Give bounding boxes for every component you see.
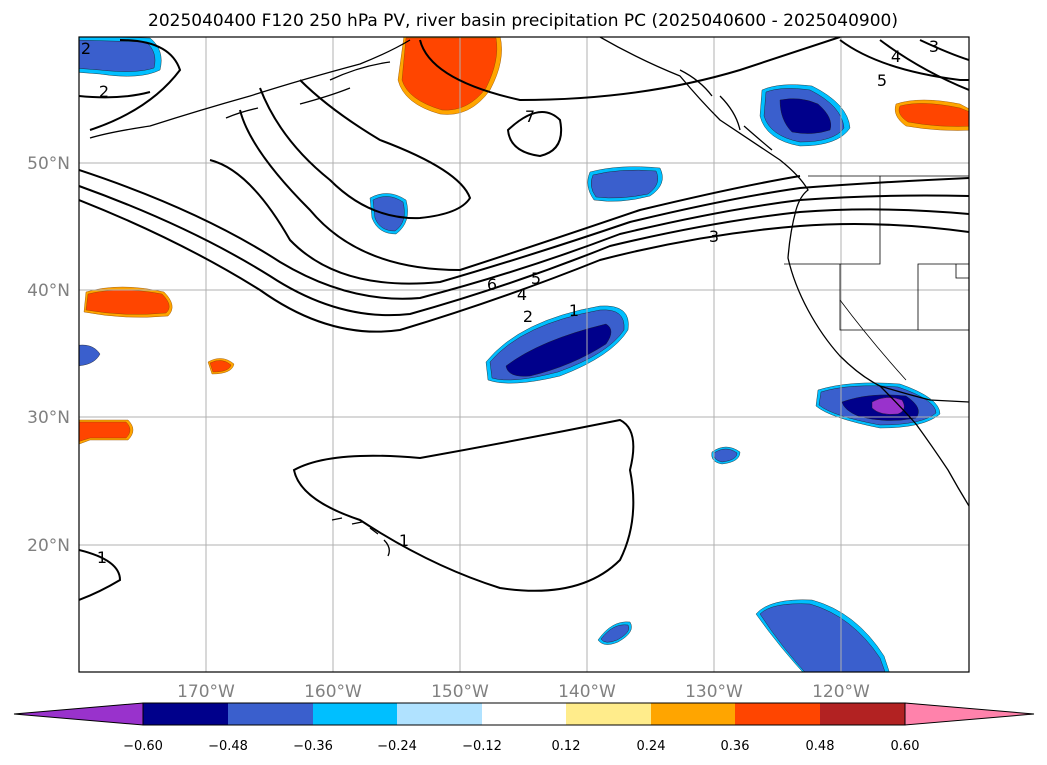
lon-label: 170°W bbox=[177, 682, 235, 702]
contour-label: 7 bbox=[525, 107, 535, 126]
colorbar-swatch bbox=[228, 703, 313, 725]
colorbar-outline bbox=[142, 702, 906, 726]
lon-label: 150°W bbox=[431, 682, 489, 702]
neg-precip-region bbox=[505, 323, 612, 377]
colorbar-ticks: −0.60 −0.48 −0.36 −0.24 −0.12 0.12 0.24 … bbox=[123, 739, 919, 754]
neg-precip-region bbox=[79, 344, 101, 366]
pv-contour-labels: 2 1 1 7 6 5 4 2 1 3 5 4 3 2 bbox=[81, 37, 939, 567]
colorbar-tick-label: 0.48 bbox=[806, 739, 835, 754]
contour-label: 1 bbox=[97, 548, 107, 567]
longitude-labels: 170°W 160°W 150°W 140°W 130°W 120°W bbox=[177, 682, 870, 702]
lon-label: 140°W bbox=[558, 682, 616, 702]
colorbar-tick-label: −0.48 bbox=[208, 739, 248, 754]
contour-label: 5 bbox=[877, 71, 887, 90]
colorbar-extend-high bbox=[904, 702, 1035, 726]
colorbar-swatch bbox=[735, 703, 820, 725]
contour-label: 5 bbox=[531, 269, 541, 288]
pos-precip-region bbox=[209, 360, 232, 373]
precip-shading bbox=[79, 37, 969, 672]
neg-precip-region bbox=[600, 624, 630, 643]
map-frame bbox=[78, 36, 970, 673]
contour-label: 1 bbox=[399, 531, 409, 550]
colorbar-tick-label: 0.36 bbox=[721, 739, 750, 754]
neg-precip-region bbox=[713, 448, 738, 463]
colorbar-swatch bbox=[651, 703, 735, 725]
contour-label: 2 bbox=[81, 39, 91, 58]
contour-label: 3 bbox=[929, 37, 939, 56]
colorbar-tick-label: −0.60 bbox=[123, 739, 163, 754]
pos-precip-region bbox=[85, 289, 170, 315]
contour-label: 2 bbox=[523, 307, 533, 326]
lon-label: 130°W bbox=[685, 682, 743, 702]
colorbar-swatch bbox=[313, 703, 397, 725]
colorbar: −0.60 −0.48 −0.36 −0.24 −0.12 0.12 0.24 … bbox=[13, 702, 1035, 754]
neg-precip-region bbox=[779, 98, 831, 134]
colorbar-tick-label: 0.24 bbox=[637, 739, 666, 754]
neg-precip-region bbox=[759, 603, 886, 672]
figure-title: 2025040400 F120 250 hPa PV, river basin … bbox=[148, 11, 898, 31]
contour-label: 2 bbox=[99, 82, 109, 101]
colorbar-tick-label: −0.24 bbox=[377, 739, 417, 754]
contour-label: 4 bbox=[891, 47, 901, 66]
colorbar-swatch bbox=[143, 703, 228, 725]
colorbar-tick-label: −0.12 bbox=[462, 739, 502, 754]
pos-precip-region bbox=[79, 421, 131, 442]
contour-label: 3 bbox=[709, 227, 719, 246]
borders bbox=[784, 175, 969, 381]
lon-label: 120°W bbox=[812, 682, 870, 702]
colorbar-swatch bbox=[482, 703, 566, 725]
lat-label: 20°N bbox=[27, 536, 70, 556]
contour-label: 1 bbox=[569, 301, 579, 320]
pos-precip-region bbox=[898, 103, 969, 127]
colorbar-tick-label: 0.12 bbox=[552, 739, 581, 754]
lat-label: 40°N bbox=[27, 281, 70, 301]
colorbar-tick-label: −0.36 bbox=[293, 739, 333, 754]
neg-precip-region bbox=[590, 169, 658, 199]
pv-contours bbox=[79, 37, 969, 601]
colorbar-swatch bbox=[397, 703, 482, 725]
lon-label: 160°W bbox=[304, 682, 362, 702]
colorbar-extend-low bbox=[13, 702, 144, 726]
map-area: 2 1 1 7 6 5 4 2 1 3 5 4 3 2 bbox=[79, 37, 969, 672]
contour-label: 6 bbox=[487, 275, 497, 294]
neg-precip-region bbox=[79, 39, 156, 72]
colorbar-tick-label: 0.60 bbox=[891, 739, 920, 754]
contour-label: 4 bbox=[517, 285, 527, 304]
neg-precip-region bbox=[372, 196, 405, 232]
colorbar-swatch bbox=[566, 703, 651, 725]
colorbar-swatch bbox=[820, 703, 905, 725]
lat-label: 30°N bbox=[27, 408, 70, 428]
latitude-labels: 50°N 40°N 30°N 20°N bbox=[27, 154, 70, 556]
lat-label: 50°N bbox=[27, 154, 70, 174]
